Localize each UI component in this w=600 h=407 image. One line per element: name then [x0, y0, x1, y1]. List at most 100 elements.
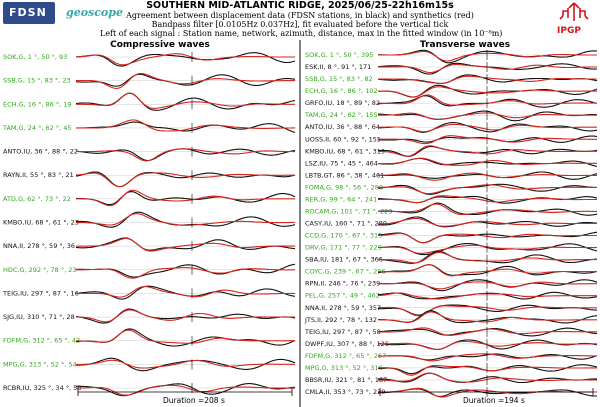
station-label: SOK,G, 1 °, 50 °, 93 — [3, 53, 67, 61]
synthetic-trace — [377, 372, 597, 383]
station-label: CMLA,II, 353 °, 73 °, 230 — [305, 388, 385, 396]
data-trace — [377, 304, 597, 316]
synthetic-trace — [378, 203, 597, 216]
data-trace — [377, 291, 598, 300]
station-row: NNA,II, 278 °, 59 °, 357 — [305, 302, 597, 317]
synthetic-trace — [76, 329, 295, 344]
station-label: LSZ,IU, 75 °, 45 °, 464 — [305, 159, 378, 167]
synthetic-trace — [377, 157, 597, 166]
geoscope-logo: geoscope — [62, 3, 123, 23]
station-label: TEIG,IU, 297 °, 87 °, 16 — [2, 289, 79, 297]
station-row: RPN,II, 246 °, 76 °, 239 — [305, 278, 598, 292]
station-row: ATD,G, 62 °, 73 °, 22 — [3, 189, 296, 207]
ipgp-logo-text: IPGP — [557, 26, 581, 36]
synthetic-trace — [76, 213, 295, 226]
synthetic-trace — [378, 340, 597, 351]
data-trace — [378, 242, 598, 256]
data-trace — [377, 264, 598, 276]
station-label: RCBR,IU, 325 °, 34 °, 58 — [3, 384, 81, 392]
synthetic-trace — [378, 305, 597, 317]
station-row: FDFM,G, 312 °, 65 °, 42 — [3, 328, 296, 347]
station-row: GRFO,IU, 18 °, 89 °, 82 — [305, 94, 598, 109]
station-row: KMBO,IU, 68 °, 61 °, 319 — [305, 145, 598, 157]
station-label: MPG,G, 313 °, 52 °, 54 — [3, 360, 77, 368]
station-label: RER,G, 99 °, 64 °, 241 — [305, 195, 377, 203]
station-row: SSB,G, 15 °, 83 °, 82 — [305, 74, 598, 85]
station-label: ESK,II, 8 °, 91 °, 171 — [305, 63, 371, 71]
station-label: SOK,G, 1 °, 50 °, 395 — [305, 51, 373, 59]
station-label: CCD,G, 170 °, 67 °, 315 — [305, 232, 382, 240]
transverse-duration-label: Duration =194 s — [463, 396, 525, 405]
synthetic-trace — [378, 217, 597, 227]
synthetic-trace — [378, 145, 597, 157]
synthetic-trace — [378, 112, 597, 121]
station-label: FDFM,G, 312 °, 65 °, 42 — [3, 337, 80, 345]
station-label: SBA,IU, 181 °, 67 °, 366 — [305, 256, 383, 264]
compressive-panel: Compressive waves SOK,G, 1 °, 50 °, 93 SS… — [2, 40, 296, 405]
data-trace — [377, 202, 598, 216]
station-row: ECH,G, 16 °, 86 °, 102 — [305, 84, 598, 98]
station-label: ECH,G, 16 °, 86 °, 102 — [305, 87, 378, 95]
station-label: SSB,G, 15 °, 83 °, 23 — [3, 77, 71, 85]
station-label: COYC,G, 239 °, 67 °, 296 — [305, 268, 386, 276]
data-trace — [378, 110, 598, 122]
station-label: ANTO,IU, 36 °, 88 °, 64 — [305, 123, 380, 131]
synthetic-trace — [75, 172, 295, 188]
data-trace — [76, 263, 296, 278]
station-label: RPN,II, 246 °, 76 °, 239 — [305, 280, 380, 288]
station-row: LSZ,IU, 75 °, 45 °, 464 — [305, 157, 598, 169]
transverse-panel: Transverse waves SOK,G, 1 °, 50 °, 395 ES… — [304, 40, 598, 405]
synthetic-trace — [378, 63, 597, 74]
station-row: BBSR,IU, 321 °, 81 °, 187 — [305, 372, 597, 385]
synthetic-trace — [76, 148, 295, 162]
station-row: MPG,G, 313 °, 52 °, 54 — [3, 357, 296, 372]
station-row: SBA,IU, 181 °, 67 °, 366 — [305, 250, 598, 265]
station-label: ANTO,IU, 36 °, 88 °, 22 — [3, 148, 78, 156]
station-label: BBSR,IU, 321 °, 81 °, 187 — [305, 376, 387, 384]
station-label: TAM,G, 24 °, 62 °, 45 — [2, 124, 71, 132]
station-label: TEIG,IU, 297 °, 87 °, 58 — [304, 328, 381, 336]
synthetic-trace — [76, 237, 295, 252]
synthetic-trace — [76, 384, 296, 396]
station-label: FDFM,G, 312 °, 65 °, 257 — [305, 352, 386, 360]
data-trace — [377, 49, 598, 64]
station-label: SJG,IU, 310 °, 71 °, 28 — [3, 313, 75, 321]
station-row: ROCAM,G, 101 °, 71 °, 223 — [305, 202, 598, 217]
station-row: ANTO,IU, 36 °, 88 °, 64 — [305, 122, 598, 133]
station-row: LBTB,GT, 86 °, 38 °, 461 — [305, 170, 598, 181]
station-row: UOSS,II, 60 °, 92 °, 155 — [305, 134, 598, 145]
station-label: FOMA,G, 98 °, 56 °, 280 — [305, 183, 383, 191]
transverse-panel-title: Transverse waves — [420, 40, 510, 50]
station-label: UOSS,II, 60 °, 92 °, 155 — [305, 135, 381, 143]
compressive-panel-title: Compressive waves — [110, 40, 210, 50]
station-label: MPG,G, 313 °, 52 °, 316 — [305, 364, 383, 372]
station-row: TAM,G, 24 °, 62 °, 155 — [304, 110, 598, 122]
data-trace — [377, 216, 598, 228]
synthetic-trace — [76, 72, 295, 89]
synthetic-trace — [378, 353, 597, 362]
station-label: LBTB,GT, 86 °, 38 °, 461 — [305, 171, 384, 179]
station-label: ECH,G, 16 °, 86 °, 19 — [3, 100, 71, 108]
synthetic-trace — [76, 267, 295, 279]
station-label: NNA,II, 278 °, 59 °, 36 — [3, 242, 75, 250]
station-row: TAM,G, 24 °, 62 °, 45 — [2, 119, 296, 134]
synthetic-trace — [76, 189, 295, 207]
station-label: KMBO,IU, 68 °, 61 °, 319 — [305, 147, 385, 155]
data-trace — [75, 171, 296, 188]
station-label: TAM,G, 24 °, 62 °, 155 — [304, 111, 378, 119]
data-trace — [75, 285, 296, 300]
synthetic-trace — [378, 251, 597, 264]
data-trace — [377, 353, 598, 361]
station-row: ESK,II, 8 °, 91 °, 171 — [305, 62, 598, 75]
station-label: RAYN,II, 55 °, 83 °, 21 — [3, 171, 74, 179]
fdsn-logo: FDSN — [3, 2, 55, 24]
data-trace — [377, 62, 598, 75]
station-row: CASY,IU, 160 °, 71 °, 280 — [305, 216, 598, 229]
station-label: JTS,II, 292 °, 78 °, 132 — [304, 316, 377, 324]
synthetic-trace — [76, 286, 295, 298]
station-row: SOK,G, 1 °, 50 °, 395 — [305, 49, 598, 64]
synthetic-trace — [378, 364, 597, 376]
station-row: CCD,G, 170 °, 67 °, 315 — [305, 230, 598, 244]
station-row: KMBO,IU, 68 °, 61 °, 23 — [3, 211, 296, 228]
